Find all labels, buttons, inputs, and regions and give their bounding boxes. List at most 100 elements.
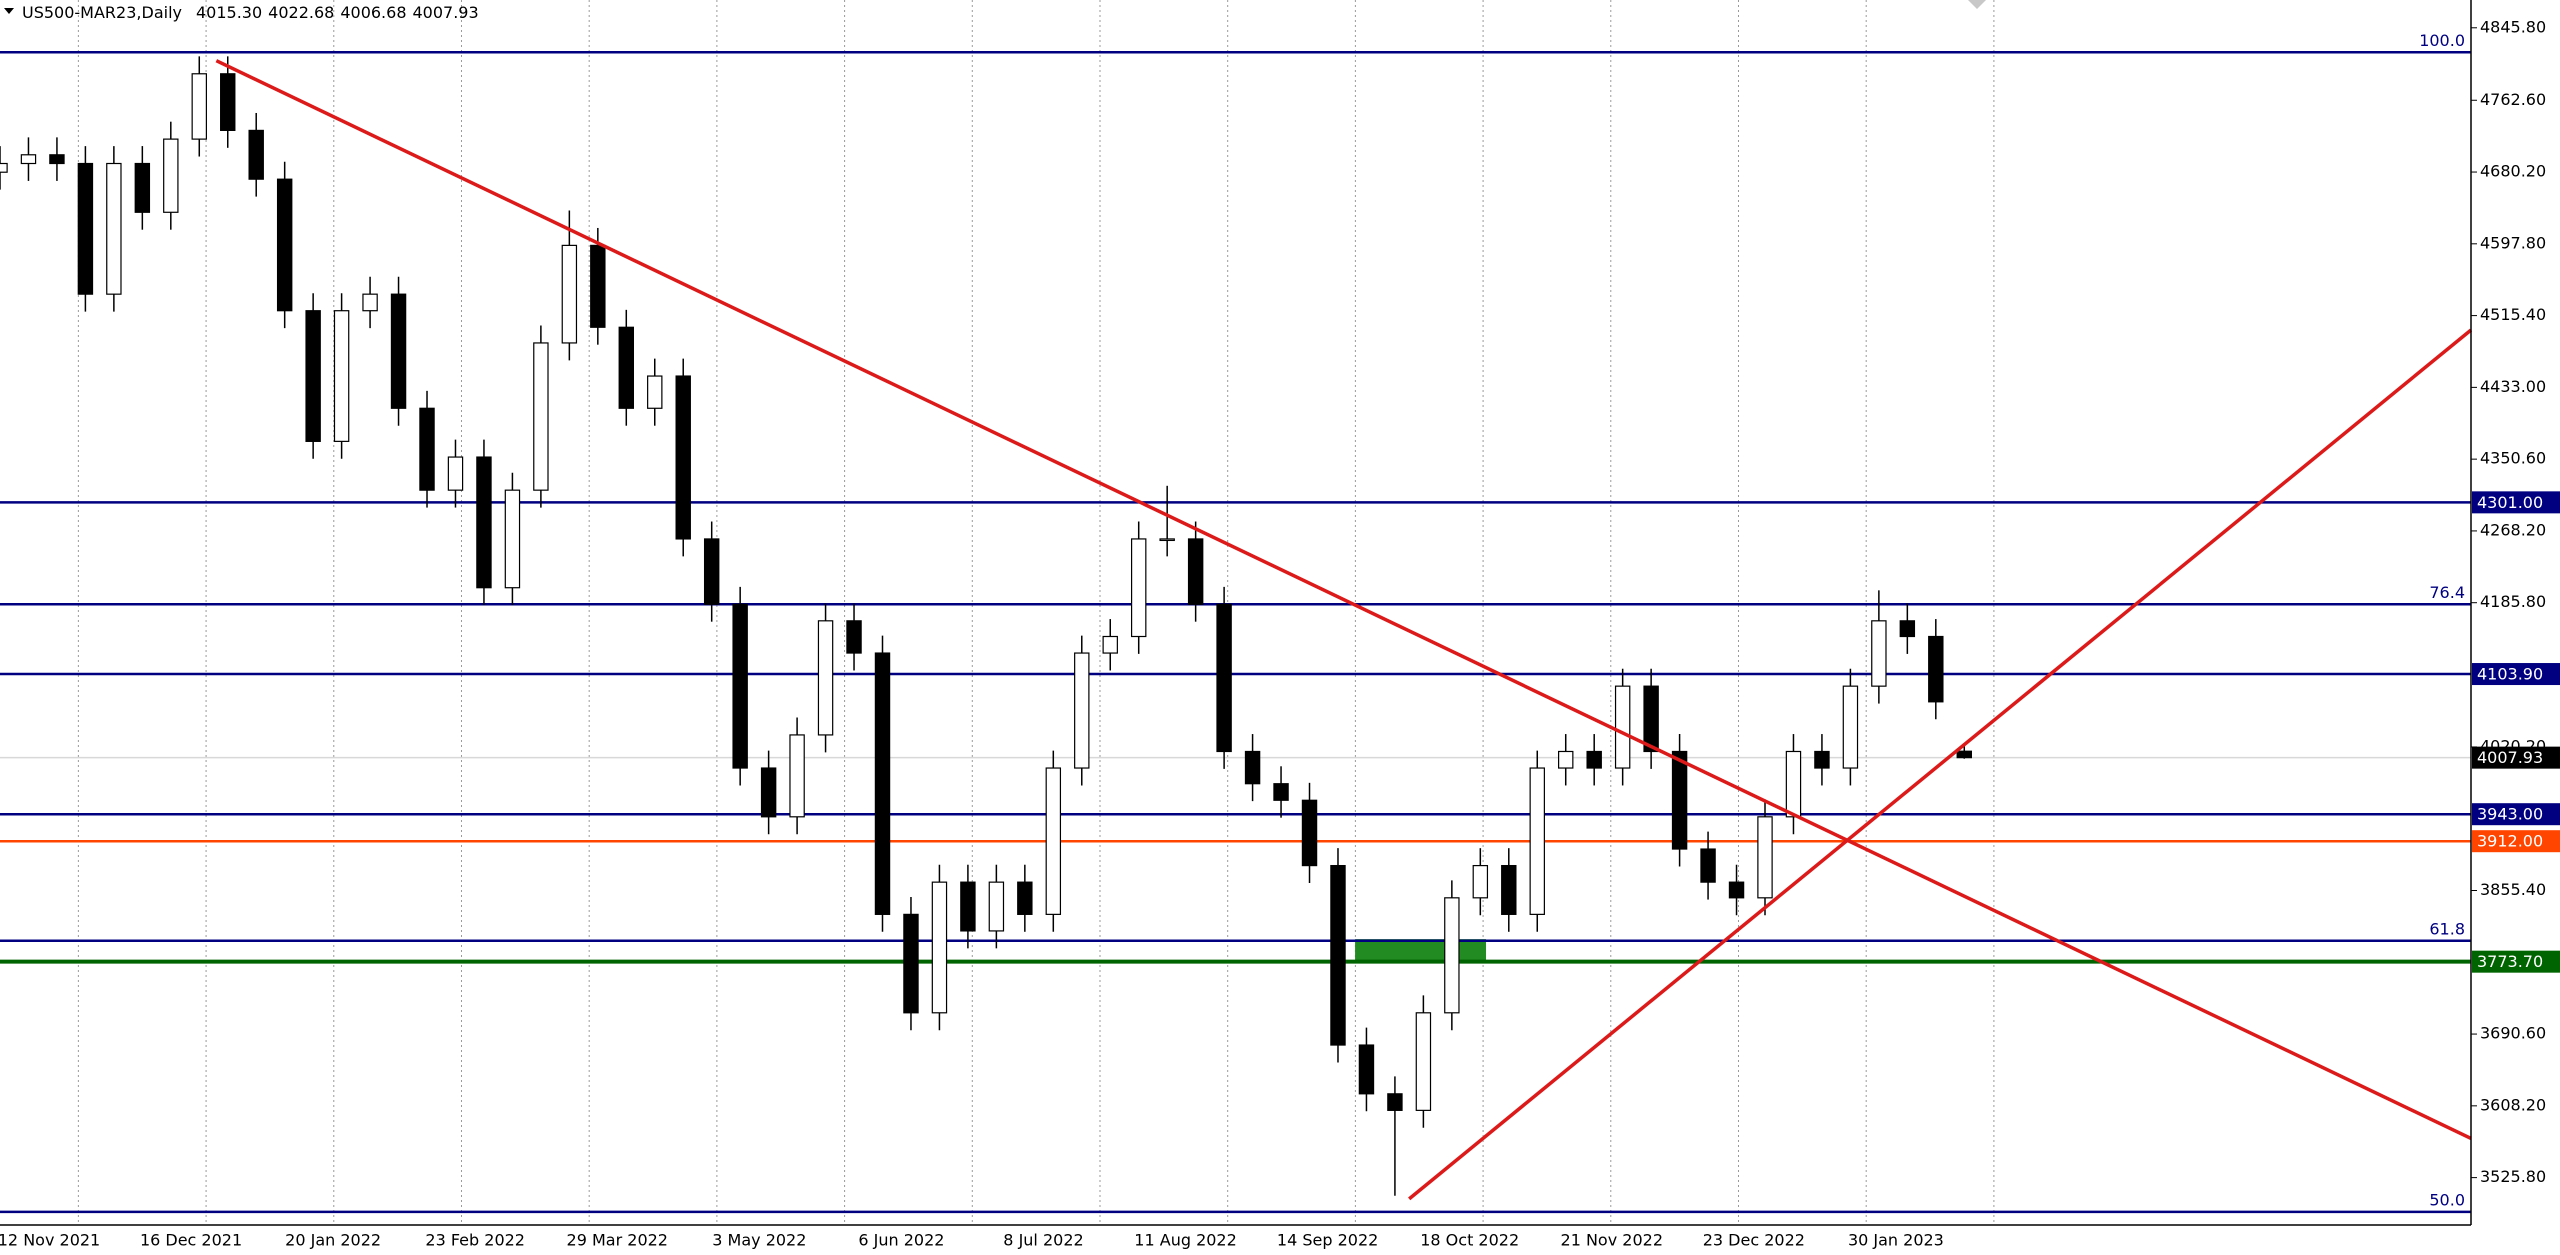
candle-body — [931, 881, 948, 1014]
menu-arrow[interactable] — [4, 8, 14, 14]
grid — [77, 0, 1995, 1225]
candle-body — [1301, 799, 1318, 867]
candle-body — [1159, 538, 1175, 542]
candle-body — [163, 138, 179, 213]
candle-body — [106, 162, 122, 295]
x-tick-label: 11 Aug 2022 — [1134, 1231, 1237, 1250]
y-tick-label: 4515.40 — [2480, 305, 2546, 324]
candle-body — [1187, 538, 1204, 605]
y-tick-label: 4268.20 — [2480, 520, 2546, 539]
candle-body — [988, 881, 1005, 932]
fib-label: 76.4 — [2429, 583, 2465, 602]
candle-body — [533, 342, 549, 491]
candle-body — [1558, 750, 1574, 769]
y-tick-label: 4762.60 — [2480, 90, 2546, 109]
y-tick-label: 3608.20 — [2480, 1095, 2546, 1114]
candle-body — [476, 456, 492, 589]
candle-body — [1330, 864, 1346, 1046]
price-box-label: 4007.93 — [2477, 748, 2543, 767]
fib-label: 50.0 — [2429, 1190, 2465, 1209]
price-box — [2472, 830, 2560, 853]
candle-body — [903, 913, 919, 1014]
candle-body — [1387, 1093, 1403, 1111]
candle-body — [703, 538, 720, 605]
candle-body — [675, 375, 691, 540]
candle-body — [1700, 848, 1716, 883]
candle-body — [561, 244, 578, 344]
y-tick-label: 4433.00 — [2480, 377, 2546, 396]
fib-label: 61.8 — [2429, 919, 2465, 938]
candle-body — [1074, 652, 1090, 769]
x-tick-label: 29 Mar 2022 — [567, 1231, 668, 1250]
candle-body — [77, 162, 94, 295]
candle-body — [1928, 635, 1944, 703]
header-value: 4006.68 — [340, 3, 406, 22]
candle-body — [333, 310, 350, 442]
candle-body — [1045, 767, 1062, 915]
price-box-label: 3773.70 — [2477, 952, 2543, 971]
candle-body — [817, 620, 834, 736]
candle-body — [419, 407, 435, 491]
overlay: 12 Nov 2021 16 Dec 2021 20 Jan 2022 23 Feb … — [0, 17, 2560, 1250]
y-tick-label: 3525.80 — [2480, 1167, 2546, 1186]
candle-body — [1899, 620, 1916, 638]
candle-body — [1785, 750, 1802, 818]
x-tick-label: 23 Dec 2022 — [1703, 1231, 1805, 1250]
price-box — [2472, 491, 2560, 514]
y-tick-label: 3855.40 — [2480, 880, 2546, 899]
price-box — [2472, 663, 2560, 686]
candle-body — [1871, 620, 1887, 687]
candle-body — [447, 456, 464, 491]
candle-body — [846, 620, 862, 654]
candle-body — [1244, 750, 1261, 785]
x-tick-label: 20 Jan 2022 — [285, 1231, 381, 1250]
x-tick-label: 14 Sep 2022 — [1277, 1231, 1378, 1250]
x-tick-label: 21 Nov 2022 — [1561, 1231, 1663, 1250]
candle-body — [1273, 783, 1289, 801]
candle-body — [504, 489, 521, 589]
candle-body — [1671, 750, 1688, 850]
x-tick-label: 30 Jan 2023 — [1848, 1231, 1944, 1250]
candle-body — [134, 162, 151, 213]
candle-body — [760, 767, 777, 818]
candle-body — [305, 310, 321, 442]
candle-body — [1415, 1012, 1432, 1111]
plot — [0, 51, 2473, 1214]
candle-body — [0, 162, 8, 173]
price-box — [2472, 950, 2560, 973]
y-tick-label: 4350.60 — [2480, 449, 2546, 468]
candle-body — [1757, 816, 1773, 899]
candle-body — [20, 154, 37, 165]
header-value: 4022.68 — [268, 3, 334, 22]
candle-body — [248, 129, 264, 180]
y-tick-label: 3690.60 — [2480, 1024, 2546, 1043]
header-value: 4015.30 — [196, 3, 262, 22]
candle-body — [1614, 685, 1631, 769]
x-tick-label: 12 Nov 2021 — [0, 1231, 100, 1250]
y-tick-label: 4597.80 — [2480, 233, 2546, 252]
candle-body — [390, 293, 407, 409]
shift-marker[interactable] — [1968, 0, 1986, 9]
x-tick-label: 8 Jul 2022 — [1003, 1231, 1083, 1250]
candle-body — [647, 375, 663, 409]
candle-body — [874, 652, 891, 915]
fib-label: 100.0 — [2419, 31, 2465, 50]
candle-body — [1814, 750, 1830, 769]
price-box-label: 3912.00 — [2477, 832, 2543, 851]
candle-body — [960, 881, 976, 932]
x-tick-label: 3 May 2022 — [712, 1231, 806, 1250]
zone — [1355, 939, 1487, 963]
price-box-label: 3943.00 — [2477, 805, 2543, 824]
symbol: US500-MAR23,Daily — [22, 3, 182, 22]
x-tick-label: 23 Feb 2022 — [425, 1231, 525, 1250]
x-tick-label: 16 Dec 2021 — [140, 1231, 242, 1250]
y-tick-label: 4680.20 — [2480, 162, 2546, 181]
price-box — [2472, 746, 2560, 769]
candle-body — [276, 178, 293, 312]
candle-body — [618, 326, 635, 409]
candle-body — [1130, 538, 1147, 638]
candle-body — [220, 73, 236, 132]
candle-body — [789, 734, 805, 818]
